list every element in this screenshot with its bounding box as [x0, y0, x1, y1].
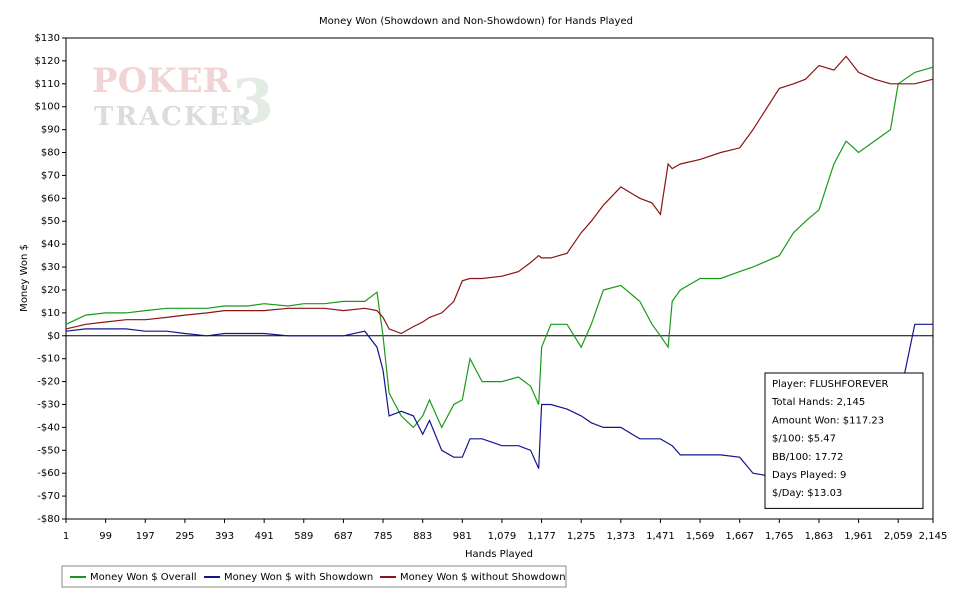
y-tick-label: -$20: [37, 377, 60, 388]
y-tick-label: -$60: [37, 468, 60, 479]
x-tick-label: 883: [413, 531, 432, 542]
y-tick-label: $50: [41, 216, 60, 227]
legend-label: Money Won $ Overall: [90, 572, 197, 583]
x-tick-label: 295: [175, 531, 194, 542]
info-box: [764, 372, 924, 509]
info-line: $/Day: $13.03: [772, 488, 842, 499]
chart-title: Money Won (Showdown and Non-Showdown) fo…: [319, 16, 633, 27]
series-line: [65, 66, 934, 429]
info-line: $/100: $5.47: [772, 434, 836, 445]
info-line: Amount Won: $117.23: [772, 415, 884, 426]
y-tick-label: $70: [41, 170, 60, 181]
y-tick-label: $90: [41, 125, 60, 136]
y-tick-label: $10: [41, 308, 60, 319]
y-tick-label: -$70: [37, 491, 60, 502]
x-tick-label: 1: [63, 531, 69, 542]
info-line: Days Played: 9: [772, 470, 846, 481]
y-tick-label: $60: [41, 193, 60, 204]
y-tick-label: $130: [35, 33, 60, 44]
x-tick-label: 1,471: [646, 531, 675, 542]
x-tick-label: 981: [453, 531, 472, 542]
info-line: BB/100: 17.72: [772, 452, 843, 463]
x-tick-label: 687: [334, 531, 353, 542]
y-tick-label: -$40: [37, 422, 60, 433]
x-tick-label: 99: [99, 531, 112, 542]
x-tick-label: 1,275: [567, 531, 596, 542]
x-tick-label: 1,079: [488, 531, 517, 542]
x-tick-label: 1,765: [765, 531, 794, 542]
y-tick-label: $40: [41, 239, 60, 250]
x-tick-label: 785: [373, 531, 392, 542]
x-tick-label: 1,569: [686, 531, 715, 542]
info-line: Player: FLUSHFOREVER: [772, 379, 889, 390]
x-tick-label: 1,961: [844, 531, 873, 542]
watermark-logo: 3: [232, 67, 274, 137]
x-tick-label: 1,667: [725, 531, 754, 542]
y-tick-label: $100: [35, 102, 60, 113]
x-axis-label: Hands Played: [465, 549, 533, 560]
y-tick-label: $80: [41, 148, 60, 159]
x-tick-label: 393: [215, 531, 234, 542]
watermark-logo: POKER: [92, 61, 232, 101]
legend-label: Money Won $ without Showdown: [400, 572, 566, 583]
y-axis-label: Money Won $: [19, 244, 30, 312]
y-tick-label: $120: [35, 56, 60, 67]
x-tick-label: 589: [294, 531, 313, 542]
watermark-logo: TRACKER: [94, 102, 254, 132]
x-tick-label: 2,059: [884, 531, 913, 542]
y-tick-label: -$50: [37, 445, 60, 456]
y-tick-label: $110: [35, 79, 60, 90]
y-tick-label: -$30: [37, 399, 60, 410]
series-line: [65, 55, 934, 335]
legend-label: Money Won $ with Showdown: [224, 572, 373, 583]
y-tick-label: $30: [41, 262, 60, 273]
x-tick-label: 197: [136, 531, 155, 542]
info-line: Total Hands: 2,145: [771, 397, 865, 408]
x-tick-label: 1,863: [805, 531, 834, 542]
y-tick-label: $20: [41, 285, 60, 296]
x-tick-label: 491: [255, 531, 274, 542]
x-tick-label: 2,145: [919, 531, 948, 542]
x-tick-label: 1,373: [606, 531, 635, 542]
y-tick-label: -$80: [37, 514, 60, 525]
y-tick-label: -$10: [37, 354, 60, 365]
legend: [61, 565, 567, 588]
x-tick-label: 1,177: [527, 531, 556, 542]
y-tick-label: $0: [47, 331, 60, 342]
